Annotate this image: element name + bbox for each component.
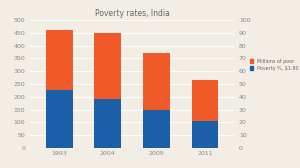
Bar	[191, 80, 218, 121]
Title: Poverty rates, India: Poverty rates, India	[94, 9, 170, 18]
Bar	[94, 33, 121, 99]
Bar	[191, 121, 218, 148]
Legend: Millions of poor, Poverty %, $1.90 PPP: Millions of poor, Poverty %, $1.90 PPP	[250, 59, 300, 71]
Bar	[143, 53, 169, 110]
Bar	[143, 110, 169, 148]
Bar	[46, 90, 73, 148]
Bar	[46, 30, 73, 90]
Bar	[94, 99, 121, 148]
